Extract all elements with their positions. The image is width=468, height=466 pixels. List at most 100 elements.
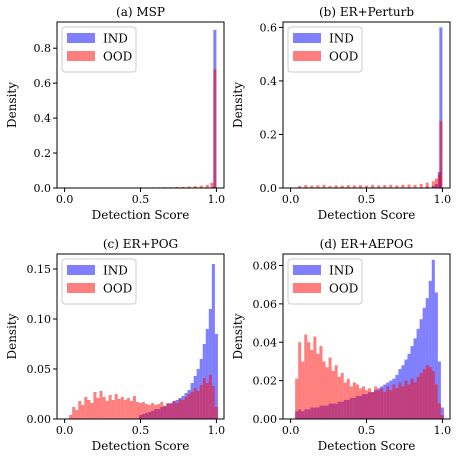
bar-ood-27 (151, 403, 155, 419)
bar-ind-43 (425, 298, 429, 419)
bar-ood-13 (213, 69, 217, 188)
bar-ood-0 (295, 378, 299, 419)
bar-ood-6 (334, 185, 338, 188)
bar-ood-23 (138, 403, 143, 419)
bar-ood-16 (395, 185, 399, 188)
legend-swatch-ind (67, 265, 95, 275)
bar-ood-17 (346, 378, 350, 419)
bar-ood-10 (99, 391, 103, 419)
y-tick-label: 0.2 (260, 128, 278, 141)
bar-ood-37 (181, 400, 185, 419)
bar-ind-48 (440, 407, 444, 419)
bar-ood-23 (434, 178, 438, 188)
bar-ood-2 (310, 185, 314, 188)
bar-ood-11 (102, 397, 106, 419)
bar-ood-1 (72, 407, 76, 419)
y-tick-label: 0.06 (253, 298, 278, 311)
bar-ood-29 (383, 392, 387, 419)
legend-swatch-ood (67, 51, 95, 61)
y-tick-label: 0.00 (27, 413, 52, 426)
bar-ood-3 (78, 401, 82, 419)
bar-ood-46 (434, 384, 438, 419)
y-tick-label: 0.08 (253, 260, 278, 273)
bar-ood-24 (368, 388, 372, 419)
bar-ood-12 (105, 401, 109, 419)
legend: IND OOD (287, 258, 363, 305)
bar-ood-47 (211, 386, 215, 419)
bar-ood-16 (343, 382, 347, 419)
x-tick-label: 0.5 (132, 424, 150, 437)
legend: IND OOD (61, 26, 137, 73)
bar-ind-23 (208, 309, 212, 419)
bar-ood-39 (187, 394, 191, 419)
bar-ood-11 (205, 184, 209, 188)
bar-ood-13 (334, 365, 338, 419)
x-axis-label: Detection Score (92, 208, 190, 222)
legend-swatch-ood (293, 283, 321, 293)
bar-ood-41 (419, 372, 423, 419)
bar-ood-41 (193, 388, 197, 419)
bar-ood-27 (377, 390, 381, 419)
bar-ood-30 (160, 402, 164, 419)
bar-ood-3 (316, 185, 320, 188)
bar-ood-17 (120, 397, 124, 419)
bar-ood-45 (431, 371, 435, 419)
x-tick-label: 1.0 (208, 193, 226, 206)
bar-ood-33 (395, 388, 399, 419)
bar-ind-41 (419, 319, 423, 419)
subplot-title: (a) MSP (116, 5, 165, 19)
bar-ood-42 (422, 369, 426, 419)
x-axis-label: Detection Score (318, 208, 416, 222)
bar-ood-45 (205, 383, 209, 419)
legend-swatch-ind (293, 265, 321, 275)
bar-ood-15 (389, 184, 393, 188)
legend-label-ind: IND (103, 264, 128, 278)
bar-ood-9 (96, 398, 100, 419)
bar-ood-25 (371, 392, 375, 419)
bar-ood-4 (307, 342, 311, 419)
bar-ood-28 (154, 405, 158, 419)
legend-swatch-ind (67, 33, 95, 43)
bar-ood-14 (337, 376, 341, 419)
bar-ood-48 (214, 407, 218, 419)
bar-ood-12 (210, 182, 214, 188)
x-axis-label: Detection Score (318, 439, 416, 453)
bar-ood-7 (90, 403, 94, 419)
legend-label-ood: OOD (329, 50, 358, 64)
bar-ood-6 (175, 186, 179, 188)
bar-ood-10 (325, 367, 329, 419)
x-axis-label: Detection Score (92, 439, 190, 453)
bar-ood-34 (398, 382, 402, 419)
bar-ood-43 (199, 385, 203, 419)
subplot-title: (b) ER+Perturb (319, 5, 414, 19)
bar-ood-31 (163, 406, 167, 419)
bar-ood-22 (361, 386, 365, 419)
bar-ood-28 (380, 388, 384, 419)
bar-ood-19 (413, 184, 417, 188)
bar-ood-46 (208, 375, 212, 419)
bar-ood-35 (401, 386, 405, 419)
legend: IND OOD (61, 258, 137, 305)
y-tick-label: 0.6 (34, 77, 52, 90)
bar-ood-19 (126, 398, 130, 419)
subplot-title: (d) ER+AEPOG (320, 237, 414, 251)
bar-ind-25 (214, 334, 218, 419)
bar-ood-6 (87, 400, 91, 419)
bar-ood-7 (181, 186, 185, 188)
y-tick-label: 0.4 (260, 75, 278, 88)
bar-ood-26 (374, 386, 378, 419)
subplot-2: 0.0 0.5 1.0 0.0 0.2 0.4 0.6 (b) ER+Perturb Detec… (231, 5, 451, 222)
legend-label-ood: OOD (329, 282, 358, 296)
x-tick-label: 1.0 (434, 193, 452, 206)
bar-ood-37 (407, 384, 411, 419)
bar-ood-15 (114, 394, 118, 419)
bar-ood-14 (111, 400, 115, 419)
bar-ood-10 (199, 185, 203, 188)
bar-ood-1 (298, 342, 302, 419)
legend-swatch-ind (293, 33, 321, 43)
bar-ood-35 (175, 403, 179, 419)
y-tick-label: 0.00 (253, 413, 278, 426)
bar-ood-19 (352, 382, 356, 419)
bar-ind-22 (205, 329, 209, 419)
bar-ood-21 (425, 182, 429, 188)
